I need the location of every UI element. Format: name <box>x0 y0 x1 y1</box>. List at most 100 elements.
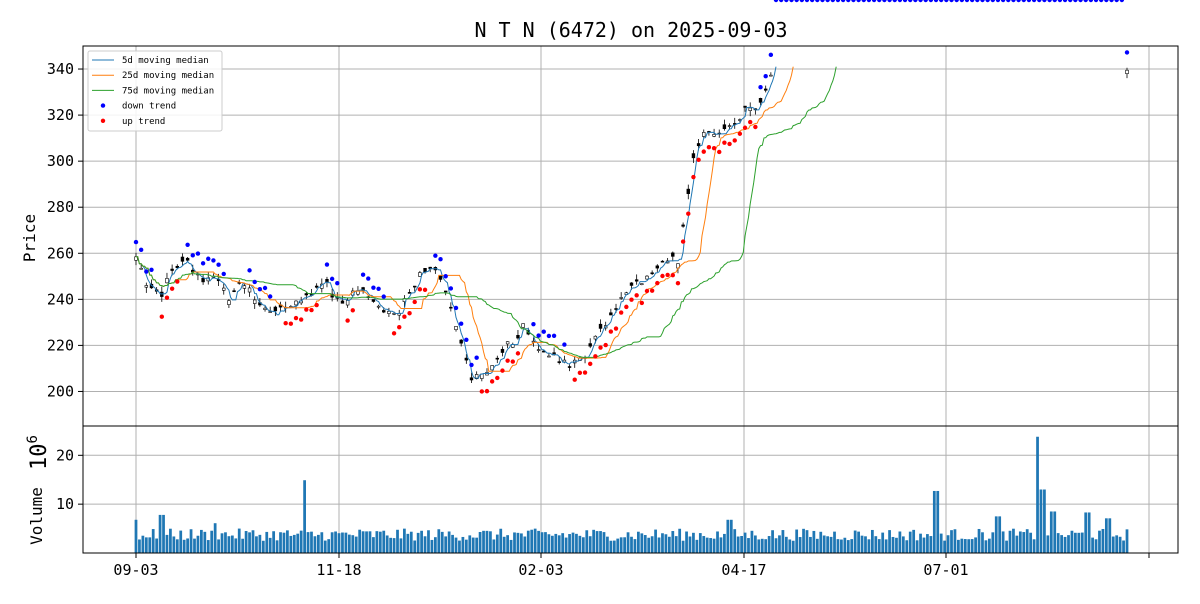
down-trend-dot <box>1031 0 1037 3</box>
candle-body <box>536 349 541 351</box>
volume-bar <box>406 533 410 553</box>
down-trend-dot <box>835 0 841 3</box>
volume-bar <box>540 532 544 553</box>
volume-bar <box>929 536 933 553</box>
volume-bar <box>1087 512 1091 553</box>
up-trend-dot <box>624 304 629 310</box>
volume-bar <box>268 537 272 553</box>
volume-bar <box>654 529 657 553</box>
legend-label: 25d moving median <box>122 71 214 81</box>
down-trend-dot <box>360 272 366 277</box>
candle-body <box>686 188 690 194</box>
up-trend-dot <box>314 302 319 308</box>
volume-bar <box>337 533 341 553</box>
volume-bar <box>458 540 461 553</box>
volume-bar <box>368 531 372 553</box>
volume-bar <box>843 537 847 553</box>
price-axis-label: Price <box>20 214 39 262</box>
volume-bar <box>347 534 351 553</box>
volume-bar <box>1091 537 1094 553</box>
down-trend-dot <box>200 261 206 266</box>
volume-bar <box>791 540 795 553</box>
up-trend-dot <box>732 138 737 143</box>
volume-bar <box>499 528 503 553</box>
up-trend-dot <box>422 287 428 293</box>
volume-bar <box>220 533 224 553</box>
volume-bar <box>344 532 348 553</box>
candle-body <box>727 125 732 127</box>
volume-bar <box>919 533 922 553</box>
candle-body <box>134 256 138 261</box>
volume-tick-label: 10 <box>56 495 74 513</box>
volume-bar <box>1049 511 1053 553</box>
down-trend-dot <box>897 0 903 3</box>
volume-bar <box>272 531 276 553</box>
candle-body <box>185 257 190 261</box>
volume-bar <box>564 537 568 553</box>
volume-bar <box>468 535 472 553</box>
up-trend-dot <box>412 299 417 305</box>
volume-bar <box>575 533 578 553</box>
down-trend-dot <box>804 0 810 3</box>
volume-bar <box>509 539 513 553</box>
volume-bar <box>1122 540 1125 553</box>
volume-bar <box>623 537 626 553</box>
down-trend-dot <box>252 279 257 285</box>
up-trend-dot <box>495 375 500 381</box>
volume-bar <box>1029 532 1033 553</box>
volume-bar <box>399 538 403 553</box>
x-tick-label: 07-01 <box>923 561 968 579</box>
volume-axes-frame <box>82 425 1179 554</box>
down-trend-dot <box>329 276 335 282</box>
down-trend-dot <box>1016 0 1021 3</box>
y-tick-label: 340 <box>47 60 74 78</box>
volume-bar <box>829 536 833 553</box>
candle-body <box>712 134 716 137</box>
volume-bar <box>234 538 238 553</box>
volume-bar <box>874 536 878 553</box>
volume-bar <box>513 532 516 553</box>
down-trend-dot <box>799 0 805 3</box>
volume-bar <box>1077 532 1081 553</box>
volume-bar <box>430 539 434 553</box>
volume-bar <box>1111 536 1115 553</box>
candle-body <box>474 374 479 380</box>
candle-body <box>242 285 247 289</box>
volume-bar <box>898 531 902 553</box>
volume-bar <box>1101 528 1105 553</box>
candle-body <box>758 97 763 103</box>
volume-bar <box>461 536 465 553</box>
down-trend-dot <box>247 268 252 273</box>
volume-bar <box>427 530 430 553</box>
volume-bar <box>158 514 162 553</box>
volume-bar <box>255 536 258 553</box>
volume-bar <box>884 539 888 553</box>
volume-bar <box>723 533 726 553</box>
volume-bar <box>206 540 210 553</box>
candle-body <box>650 272 654 275</box>
down-trend-dot <box>1021 0 1026 3</box>
volume-bar <box>323 540 327 553</box>
candle-body <box>263 307 267 310</box>
volume-bar <box>1046 535 1050 553</box>
volume-bar <box>840 539 843 553</box>
volume-bar <box>186 538 189 553</box>
up-trend-dot <box>572 377 577 382</box>
volume-bar <box>877 539 881 553</box>
candle-body <box>655 265 660 269</box>
volume-bar <box>915 540 919 553</box>
x-tick-label: 09-03 <box>113 561 158 579</box>
down-trend-dot <box>536 333 541 338</box>
up-trend-dot <box>402 314 407 319</box>
candle-body <box>619 297 623 299</box>
volume-bar <box>592 529 596 553</box>
candle-body <box>371 299 376 302</box>
volume-bar <box>282 532 286 553</box>
up-trend-dot <box>629 297 634 302</box>
candle-body <box>588 343 592 347</box>
volume-bar <box>544 532 547 553</box>
volume-bar <box>767 536 771 553</box>
price-axes-frame <box>82 45 1179 427</box>
up-trend-dot <box>742 125 748 130</box>
